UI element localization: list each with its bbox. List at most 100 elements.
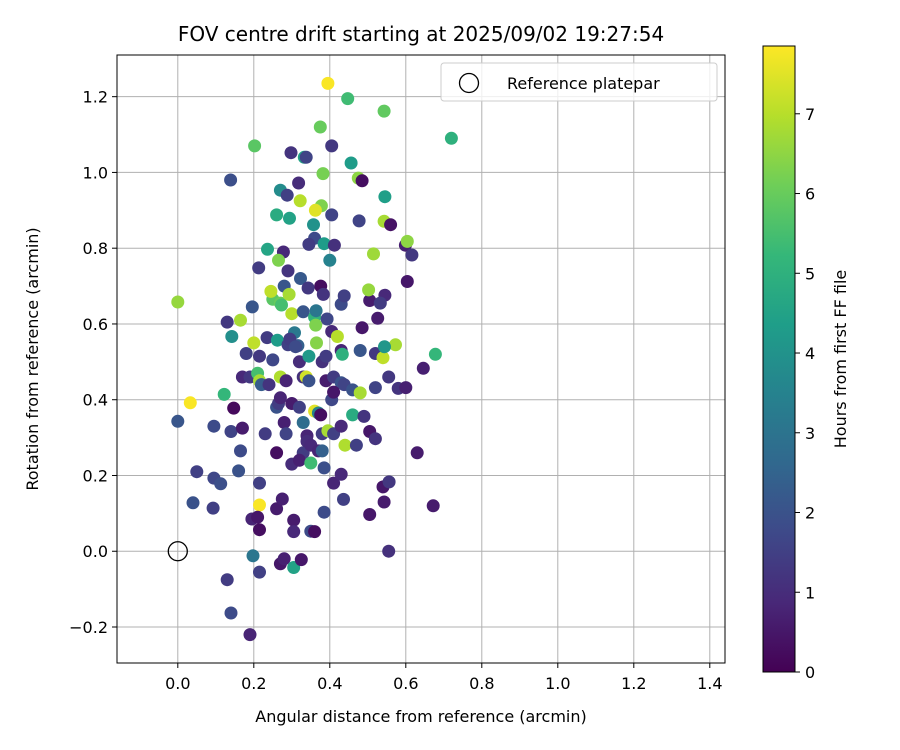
data-point — [377, 104, 391, 118]
data-point — [304, 456, 318, 470]
data-point — [302, 349, 316, 363]
data-point — [275, 492, 289, 506]
data-point — [224, 173, 238, 187]
x-tick-label: 0.2 — [241, 674, 266, 693]
x-tick-label: 1.2 — [621, 674, 646, 693]
data-point — [277, 552, 291, 566]
data-point — [266, 353, 280, 367]
data-point — [317, 461, 331, 475]
y-axis-label: Rotation from reference (arcmin) — [23, 227, 42, 490]
data-point — [171, 295, 185, 309]
data-point — [299, 150, 313, 164]
data-point — [352, 214, 366, 228]
data-point — [296, 305, 310, 319]
scatter-points — [171, 76, 458, 642]
data-point — [346, 408, 360, 422]
data-point — [368, 381, 382, 395]
legend-label: Reference platepar — [507, 74, 660, 93]
data-point — [384, 218, 398, 232]
data-point — [243, 628, 257, 642]
data-point — [190, 465, 204, 479]
data-point — [253, 349, 266, 363]
plot-frame — [116, 54, 726, 664]
data-point — [214, 477, 228, 491]
colorbar-tick-label: 5 — [805, 264, 815, 283]
data-point — [315, 444, 329, 458]
grid — [117, 55, 725, 663]
data-point — [327, 238, 341, 252]
data-point — [314, 408, 328, 422]
data-point — [285, 307, 299, 321]
colorbar-tick-label: 3 — [805, 424, 815, 443]
data-point — [234, 313, 247, 327]
data-point — [309, 304, 323, 318]
data-point — [338, 438, 352, 452]
data-point — [327, 476, 341, 490]
data-point — [207, 419, 221, 433]
data-point — [405, 248, 419, 262]
y-tick-label: 0.6 — [83, 315, 108, 334]
colorbar-tick-label: 2 — [805, 504, 815, 523]
data-point — [337, 492, 350, 506]
data-point — [376, 351, 390, 365]
data-point — [378, 340, 391, 354]
data-point — [287, 525, 301, 539]
data-point — [183, 396, 197, 410]
data-point — [296, 416, 310, 429]
data-point — [281, 264, 295, 278]
data-point — [334, 467, 348, 481]
data-point — [400, 234, 414, 248]
data-point — [264, 284, 278, 298]
x-tick-label: 1.4 — [697, 674, 722, 693]
data-point — [410, 446, 424, 460]
data-point — [275, 298, 288, 312]
data-point — [317, 505, 331, 519]
data-point — [325, 139, 339, 153]
data-point — [246, 549, 260, 563]
data-point — [270, 502, 284, 516]
data-point — [316, 287, 330, 301]
y-tick-label: −0.2 — [69, 618, 108, 637]
colorbar-tick-label: 6 — [805, 185, 815, 204]
chart-title: FOV centre drift starting at 2025/09/02 … — [178, 22, 664, 46]
data-point — [270, 208, 284, 222]
data-point — [279, 427, 293, 441]
data-point — [371, 311, 385, 325]
x-tick-label: 0.4 — [317, 674, 342, 693]
data-point — [280, 188, 294, 202]
data-point — [309, 318, 323, 332]
data-point — [378, 190, 392, 204]
colorbar-tick-label: 0 — [805, 663, 815, 682]
data-point — [220, 573, 234, 587]
data-point — [279, 374, 293, 388]
data-point — [258, 427, 272, 441]
data-point — [224, 425, 238, 438]
x-axis-label: Angular distance from reference (arcmin) — [255, 707, 586, 726]
data-point — [302, 374, 316, 388]
data-point — [382, 475, 396, 489]
data-point — [355, 321, 369, 335]
data-point — [363, 508, 377, 521]
data-point — [389, 338, 402, 352]
data-point — [325, 208, 339, 222]
data-point — [292, 453, 306, 467]
data-point — [362, 283, 376, 297]
colorbar-gradient — [762, 45, 796, 673]
data-point — [317, 237, 331, 251]
data-point — [220, 315, 234, 329]
colorbar-tick-label: 7 — [805, 105, 815, 124]
data-point — [232, 464, 246, 478]
data-point — [308, 203, 322, 217]
data-point — [321, 76, 335, 90]
data-point — [382, 544, 396, 558]
data-point — [344, 156, 358, 170]
data-point — [363, 294, 377, 307]
data-point — [292, 400, 306, 414]
data-point — [272, 253, 285, 267]
data-point — [262, 378, 276, 392]
data-point — [377, 495, 391, 509]
data-point — [253, 523, 266, 537]
data-point — [171, 414, 185, 428]
data-point — [320, 312, 334, 326]
data-point — [426, 499, 440, 513]
